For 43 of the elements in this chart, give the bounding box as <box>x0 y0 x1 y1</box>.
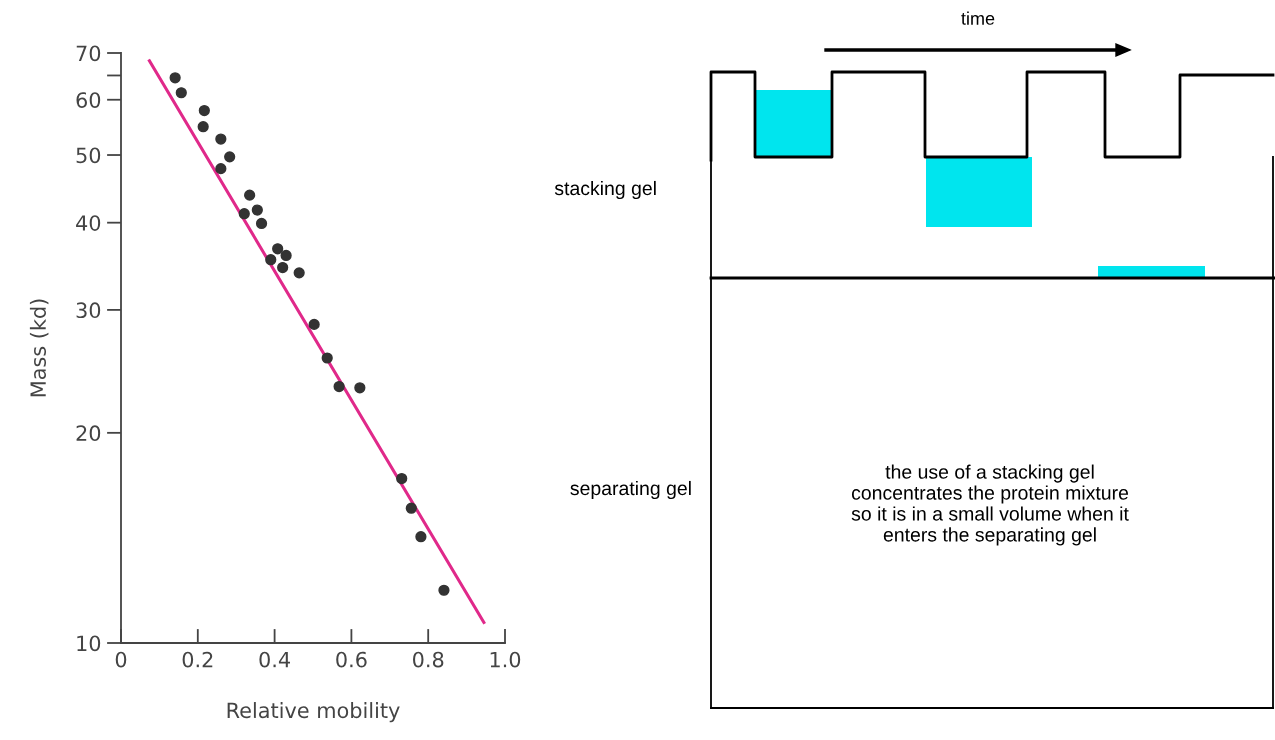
point <box>280 249 292 262</box>
x-tick-label: 0.8 <box>413 651 444 668</box>
x-axis-title: Relative mobility <box>227 702 400 723</box>
point <box>197 121 209 133</box>
y-tick-label: 70 <box>76 45 101 62</box>
y-tick-label: 10 <box>77 635 101 652</box>
text: the use of a stacking gel concentrates the protein mixture so it is in a small volume when it enters the separating gel <box>851 464 1129 546</box>
text: separating gel <box>570 480 691 500</box>
point <box>251 204 263 216</box>
point <box>277 261 289 274</box>
point <box>415 531 427 543</box>
y-tick-label: 30 <box>76 302 101 319</box>
point <box>293 267 305 279</box>
point <box>215 133 227 145</box>
point <box>405 502 417 514</box>
point <box>175 87 187 99</box>
point <box>265 254 277 266</box>
x-tick-label: 0.2 <box>182 651 213 668</box>
y-tick-label: 20 <box>76 425 101 442</box>
point <box>198 104 210 117</box>
point <box>215 163 227 175</box>
point <box>169 72 181 84</box>
point <box>354 382 366 394</box>
y-tick-label: 50 <box>76 147 101 164</box>
point <box>321 352 333 364</box>
point <box>244 189 256 201</box>
point <box>438 584 450 596</box>
text: time <box>961 11 995 25</box>
point <box>396 472 408 485</box>
text: stacking gel <box>554 180 656 200</box>
x-tick-label: 0.4 <box>259 651 290 668</box>
y-tick-label: 40 <box>76 215 101 231</box>
point <box>308 318 320 330</box>
point <box>224 151 236 163</box>
y-axis-title: Mass (kd) <box>29 299 49 397</box>
x-tick-label: 1.0 <box>490 651 521 668</box>
point <box>238 208 250 220</box>
point <box>272 243 284 255</box>
point <box>333 380 345 393</box>
x-tick-label: 0 <box>115 651 127 668</box>
point <box>255 217 268 230</box>
x-tick-label: 0.6 <box>336 651 367 668</box>
y-tick-label: 60 <box>76 92 101 108</box>
